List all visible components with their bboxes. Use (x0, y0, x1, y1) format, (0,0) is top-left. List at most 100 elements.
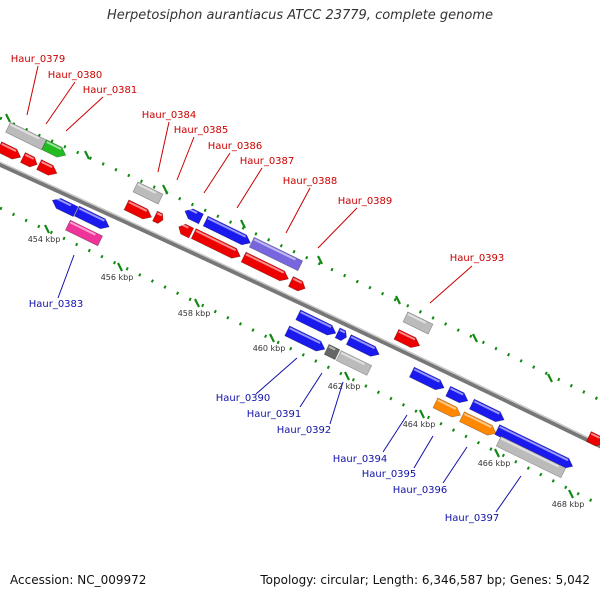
gene-label-bottom[interactable]: Haur_0397 (445, 513, 500, 524)
gene-arrow[interactable] (74, 205, 111, 232)
genome-backbone (0, 161, 600, 449)
gene-arrow[interactable] (459, 411, 499, 439)
gene-label-top[interactable]: Haur_0393 (450, 253, 505, 264)
leader-line (495, 475, 522, 513)
gene-arrow[interactable] (240, 251, 291, 284)
scale-tick-mark (117, 262, 123, 272)
gene-label-bottom[interactable]: Haur_0391 (247, 409, 302, 420)
leader-line (26, 65, 39, 116)
gene-label-top[interactable]: Haur_0389 (338, 196, 393, 207)
leader-line (285, 187, 311, 234)
leader-line (255, 357, 298, 395)
gene-arrow[interactable] (345, 334, 381, 360)
gene-label-bottom[interactable]: Haur_0396 (393, 485, 448, 496)
scale-tick-label: 460 kbp (253, 344, 286, 353)
gene-label-top[interactable]: Haur_0379 (11, 54, 66, 65)
gene-arrow[interactable] (50, 195, 79, 218)
gene-arrow[interactable] (202, 215, 253, 248)
gene-arrow[interactable] (469, 398, 506, 425)
gene-label-top[interactable]: Haur_0388 (283, 176, 338, 187)
gene-label-bottom[interactable]: Haur_0392 (277, 425, 332, 436)
gene-box[interactable] (248, 236, 304, 272)
gene-arrow[interactable] (284, 325, 328, 354)
scale-tick-mark (395, 295, 401, 305)
leader-line (413, 435, 434, 469)
gene-label-top[interactable]: Haur_0387 (240, 156, 295, 167)
gene-arrow[interactable] (41, 139, 68, 160)
gene-label-top[interactable]: Haur_0380 (48, 70, 103, 81)
gene-arrow[interactable] (445, 385, 471, 406)
gene-box[interactable] (132, 181, 164, 205)
topology-text: Topology: circular; Length: 6,346,587 bp… (260, 573, 590, 587)
leader-line (236, 167, 263, 209)
gene-arrow[interactable] (190, 228, 243, 262)
leader-line (329, 381, 344, 425)
gene-label-bottom[interactable]: Haur_0383 (29, 299, 84, 310)
accession-text: Accession: NC_009972 (10, 573, 147, 587)
scale-tick-label: 466 kbp (478, 459, 511, 468)
scale-tick-mark (84, 150, 90, 160)
gene-arrow[interactable] (176, 222, 195, 239)
gene-box[interactable] (335, 350, 373, 376)
scale-tick-label: 454 kbp (28, 235, 61, 244)
scale-tick-label: 462 kbp (328, 382, 361, 391)
scale-tick-label: 458 kbp (178, 309, 211, 318)
leader-line (203, 152, 231, 194)
gene-box[interactable] (495, 435, 567, 479)
scale-tick-mark (162, 184, 168, 194)
gene-label-top[interactable]: Haur_0381 (83, 85, 138, 96)
scale-tick-mark (317, 255, 323, 265)
gene-label-bottom[interactable]: Haur_0394 (333, 454, 388, 465)
scale-tick-mark (547, 373, 553, 383)
scale-tick-mark (568, 489, 574, 499)
gene-label-top[interactable]: Haur_0385 (174, 125, 229, 136)
leader-line (299, 372, 323, 408)
gene-arrow[interactable] (0, 141, 23, 162)
gene-arrow[interactable] (409, 366, 446, 393)
leader-line (45, 81, 76, 125)
scale-tick-label: 464 kbp (403, 420, 436, 429)
gene-arrow[interactable] (123, 199, 154, 222)
gene-arrow[interactable] (334, 327, 349, 342)
scale-tick-mark (494, 448, 500, 458)
scale-tick-mark (419, 409, 425, 419)
leader-line (57, 254, 75, 299)
gene-arrow[interactable] (19, 152, 39, 170)
gene-arrow[interactable] (36, 159, 60, 179)
gene-arrow[interactable] (432, 397, 463, 420)
gene-box[interactable] (323, 344, 341, 360)
leader-line (317, 207, 358, 249)
leader-line (442, 446, 468, 484)
scale-track-upper (0, 116, 600, 402)
leader-line (157, 121, 170, 173)
leader-line (176, 136, 195, 181)
scale-tick-mark (472, 333, 478, 343)
gene-label-top[interactable]: Haur_0384 (142, 110, 197, 121)
leader-line (382, 414, 408, 453)
scale-tick-mark (240, 219, 246, 229)
map-title: Herpetosiphon aurantiacus ATCC 23779, co… (106, 8, 494, 23)
gene-label-bottom[interactable]: Haur_0395 (362, 469, 417, 480)
gene-box[interactable] (65, 219, 103, 247)
gene-label-top[interactable]: Haur_0386 (208, 141, 263, 152)
gene-arrow[interactable] (494, 424, 575, 472)
scale-tick-mark (44, 224, 50, 234)
gene-arrow[interactable] (152, 210, 166, 225)
scale-tick-label: 468 kbp (552, 500, 585, 509)
gene-arrow[interactable] (295, 309, 339, 338)
gene-arrow[interactable] (287, 276, 307, 294)
gene-arrow[interactable] (182, 206, 204, 225)
gene-arrow[interactable] (393, 328, 422, 350)
leader-line (65, 96, 104, 132)
scale-track-lower (0, 206, 600, 507)
gene-label-bottom[interactable]: Haur_0390 (216, 393, 271, 404)
scale-tick-mark (269, 333, 275, 343)
gene-arrow[interactable] (585, 431, 600, 449)
gene-box[interactable] (402, 311, 434, 335)
scale-tick-mark (194, 298, 200, 308)
gene-box[interactable] (5, 121, 47, 151)
scale-tick-mark (5, 113, 11, 123)
scale-tick-label: 456 kbp (101, 273, 134, 282)
